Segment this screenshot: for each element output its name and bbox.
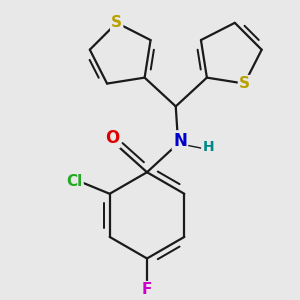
Text: O: O — [105, 129, 119, 147]
Text: H: H — [202, 140, 214, 154]
Text: Cl: Cl — [66, 174, 82, 189]
Text: S: S — [239, 76, 250, 91]
Text: N: N — [173, 131, 187, 149]
Text: F: F — [142, 282, 152, 297]
Text: S: S — [111, 15, 122, 30]
